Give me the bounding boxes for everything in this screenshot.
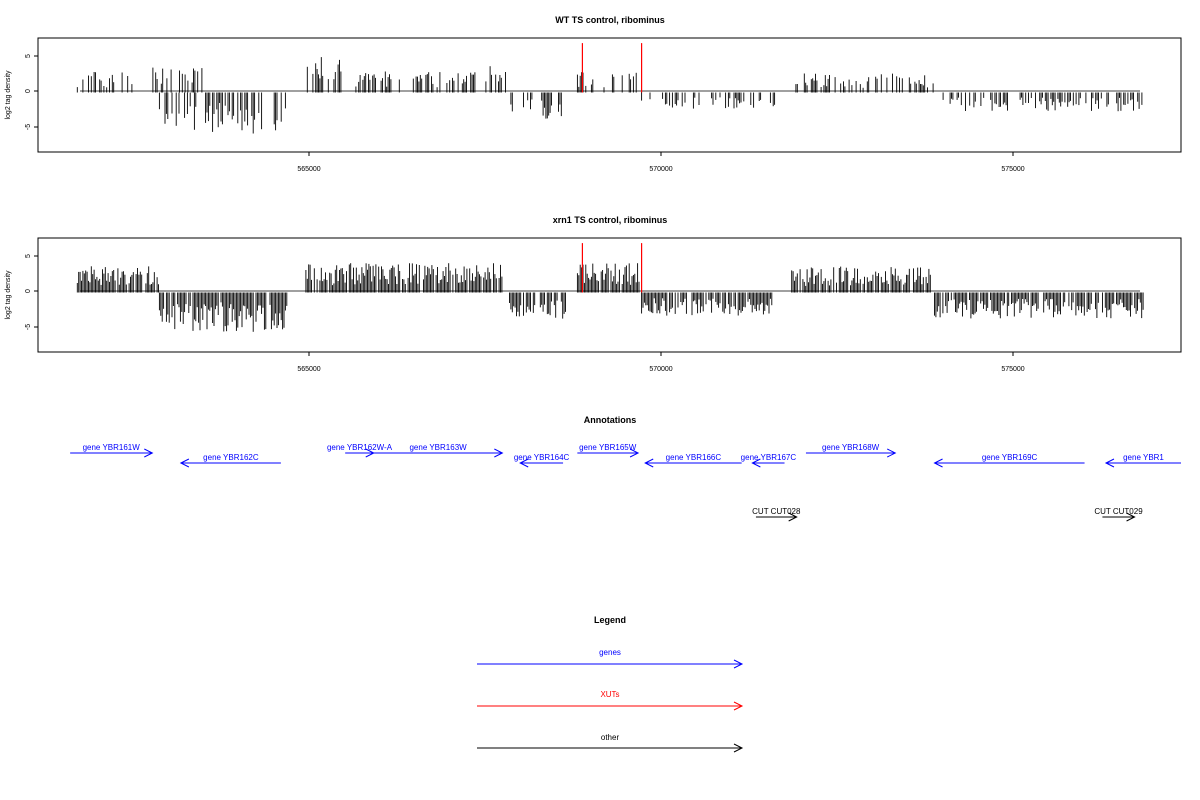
x-tick-label: 565000 xyxy=(297,166,320,173)
arrowhead-icon xyxy=(179,458,190,468)
arrowhead-icon xyxy=(751,458,761,468)
y-axis-label: log2 tag density xyxy=(5,270,12,320)
density-bars xyxy=(76,57,1143,134)
annotation-feature: gene YBR164C xyxy=(514,453,570,468)
feature-label: gene YBR168W xyxy=(822,443,880,452)
annotation-feature: gene YBR1 xyxy=(1104,453,1181,468)
xrn1-density-panel: xrn1 TS control, ribominus 5 0 -5 log2 t… xyxy=(5,215,1182,373)
arrowhead-icon xyxy=(644,458,654,468)
legend-label: genes xyxy=(599,648,621,657)
annotation-feature: gene YBR169C xyxy=(933,453,1085,468)
x-tick-label: 575000 xyxy=(1001,366,1024,373)
annotation-feature: gene YBR168W xyxy=(805,443,897,458)
highlight-bars xyxy=(581,43,643,93)
annotations-title: Annotations xyxy=(584,415,637,425)
feature-label: gene YBR162C xyxy=(203,453,259,462)
feature-label: gene YBR165W xyxy=(579,443,637,452)
y-axis: 5 0 -5 log2 tag density xyxy=(5,254,38,330)
annotation-feature: gene YBR166C xyxy=(644,453,742,468)
x-tick-label: 565000 xyxy=(297,366,320,373)
wt-density-panel: WT TS control, ribominus 5 0 -5 log2 tag… xyxy=(5,15,1182,173)
feature-label: gene YBR166C xyxy=(666,453,722,462)
arrowhead-icon xyxy=(494,448,504,458)
y-axis-label: log2 tag density xyxy=(5,70,12,120)
gene-annotations: gene YBR161W gene YBR162C gene YBR162W-A ge… xyxy=(70,443,1181,468)
legend-item-other: other xyxy=(477,733,744,753)
feature-label: gene YBR161W xyxy=(83,443,141,452)
annotation-feature: gene YBR165W xyxy=(577,443,640,458)
feature-label: gene YBR163W xyxy=(409,443,467,452)
y-tick-label: 0 xyxy=(25,89,32,93)
plot-frame xyxy=(37,37,1182,153)
annotation-feature: gene YBR167C xyxy=(741,453,797,468)
y-tick-label: -5 xyxy=(25,124,32,130)
density-bars xyxy=(76,263,1144,332)
legend-item-xuts: XUTs xyxy=(477,690,744,711)
x-axis: 565000 570000 575000 xyxy=(297,152,1025,173)
legend-title: Legend xyxy=(594,615,626,625)
arrowhead-icon xyxy=(144,448,154,458)
feature-label: gene YBR169C xyxy=(982,453,1038,462)
arrowhead-icon xyxy=(887,448,897,458)
feature-label: gene YBR167C xyxy=(741,453,797,462)
arrowhead-icon xyxy=(933,458,943,468)
arrowhead-icon xyxy=(733,701,744,711)
arrowhead-icon xyxy=(733,743,744,753)
y-tick-label: 5 xyxy=(25,54,32,58)
arrowhead-icon xyxy=(1104,458,1115,468)
annotation-feature: gene YBR162C xyxy=(179,453,281,468)
cut-annotations: CUT CUT028 CUT CUT029 xyxy=(752,507,1143,522)
x-axis: 565000 570000 575000 xyxy=(297,352,1025,373)
legend-item-genes: genes xyxy=(477,648,744,669)
annotation-feature: gene YBR162W-A xyxy=(327,443,393,458)
plot-frame xyxy=(37,237,1182,353)
annotation-feature: gene YBR163W xyxy=(373,443,504,458)
feature-label: gene YBR164C xyxy=(514,453,570,462)
highlight-bars xyxy=(581,243,643,293)
arrowhead-icon xyxy=(788,512,798,522)
legend: Legend genes XUTs other xyxy=(477,615,744,753)
feature-label: gene YBR1 xyxy=(1123,453,1164,462)
x-tick-label: 575000 xyxy=(1001,166,1024,173)
x-tick-label: 570000 xyxy=(649,166,672,173)
arrowhead-icon xyxy=(733,659,744,669)
legend-label: other xyxy=(601,733,620,742)
panel-title: WT TS control, ribominus xyxy=(555,15,665,25)
legend-label: XUTs xyxy=(600,690,619,699)
annotation-feature: CUT CUT028 xyxy=(752,507,801,522)
panel-title: xrn1 TS control, ribominus xyxy=(553,215,668,225)
feature-label: CUT CUT028 xyxy=(752,507,801,516)
feature-label: gene YBR162W-A xyxy=(327,443,393,452)
annotation-feature: gene YBR161W xyxy=(70,443,154,458)
y-tick-label: -5 xyxy=(25,324,32,330)
arrowhead-icon xyxy=(629,448,640,458)
y-tick-label: 0 xyxy=(25,289,32,293)
feature-label: CUT CUT029 xyxy=(1094,507,1143,516)
x-tick-label: 570000 xyxy=(649,366,672,373)
annotation-feature: CUT CUT029 xyxy=(1094,507,1143,522)
y-tick-label: 5 xyxy=(25,254,32,258)
arrowhead-icon xyxy=(1126,512,1136,522)
arrowhead-icon xyxy=(519,458,529,468)
y-axis: 5 0 -5 log2 tag density xyxy=(5,54,38,130)
